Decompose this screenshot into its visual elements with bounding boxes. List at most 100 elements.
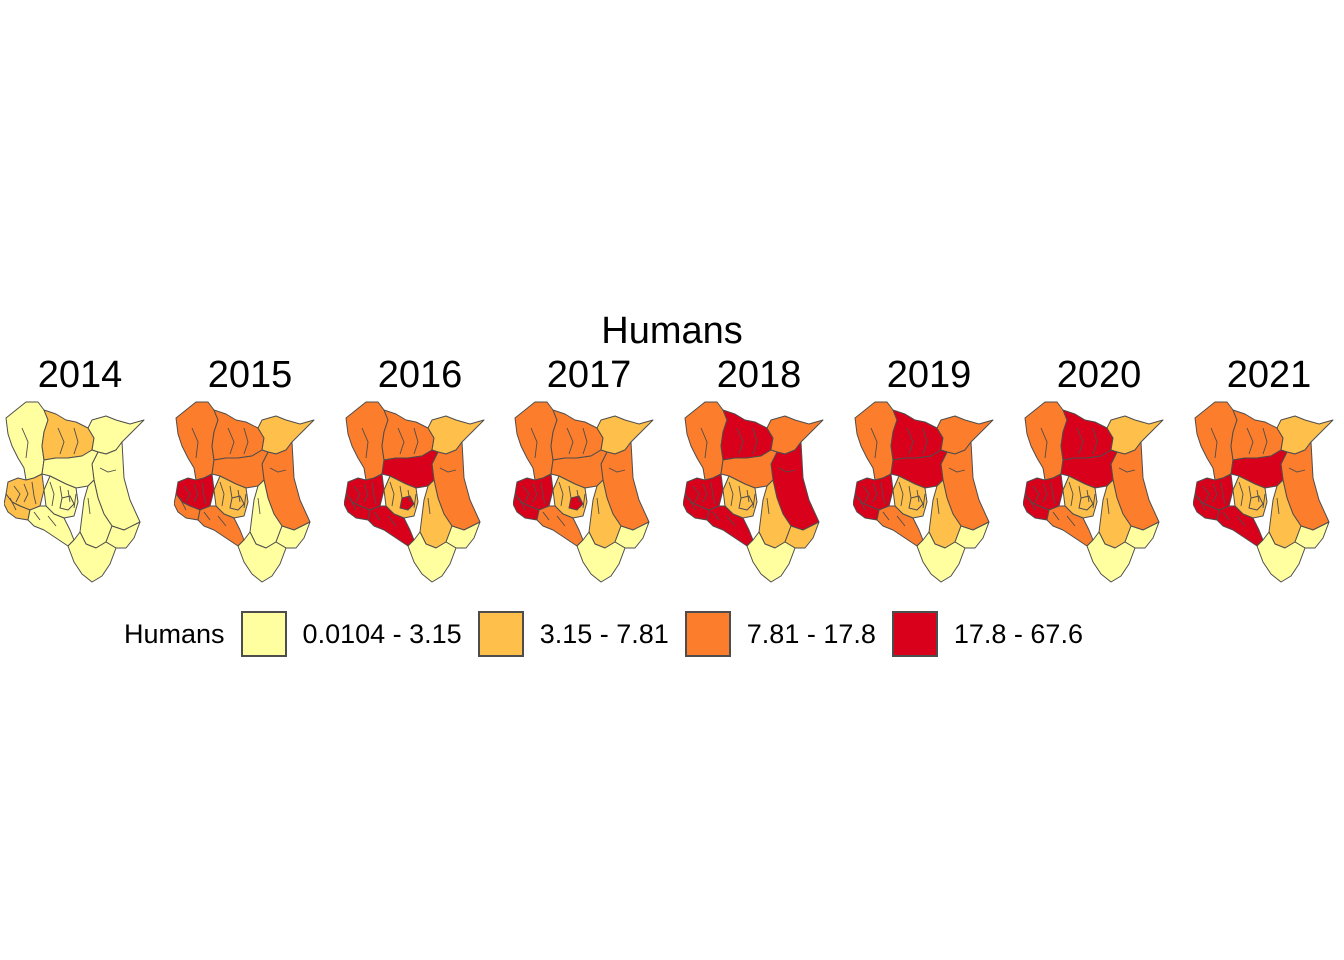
county-boundary <box>31 481 37 505</box>
county-region-ne <box>766 415 824 455</box>
county-boundary <box>1220 481 1226 505</box>
county-boundary <box>73 493 77 509</box>
county-boundary <box>1210 427 1218 459</box>
county-boundary <box>522 485 530 503</box>
county-region-sw <box>197 505 245 547</box>
county-boundary <box>862 485 870 503</box>
county-boundary <box>191 427 199 459</box>
county-region-coast_s <box>1256 531 1306 583</box>
county-boundary <box>1050 481 1056 505</box>
county-region-nw <box>514 401 558 481</box>
county-boundary <box>766 497 770 515</box>
county-boundary <box>778 467 796 473</box>
county-boundary <box>752 493 756 509</box>
legend-label: 0.0104 - 3.15 <box>302 618 462 649</box>
county-region-coast_s <box>746 531 796 583</box>
county-boundary <box>47 515 57 527</box>
county-boundary <box>1256 489 1260 503</box>
county-boundary <box>13 485 21 503</box>
county-boundary <box>1066 515 1076 527</box>
map-panel-2019: 2019 <box>849 352 1009 592</box>
county-boundary <box>1086 489 1090 503</box>
panel-year-label: 2017 <box>546 354 632 396</box>
kenya-county-map <box>1193 401 1334 583</box>
county-boundary <box>540 481 546 505</box>
county-boundary <box>407 489 411 503</box>
legend-swatch <box>891 611 938 657</box>
county-boundary <box>608 467 626 473</box>
county-boundary <box>1118 467 1136 473</box>
county-region-n <box>550 409 604 461</box>
county-boundary <box>227 427 235 455</box>
panel-year-label: 2019 <box>886 354 972 396</box>
county-boundary <box>688 497 696 511</box>
county-boundary <box>373 511 381 521</box>
legend-item: 0.0104 - 3.15 <box>240 611 462 657</box>
county-region-ne <box>936 415 994 455</box>
county-region-ne <box>257 415 315 455</box>
county-boundary <box>870 427 878 459</box>
county-boundary <box>1032 485 1040 503</box>
county-boundary <box>33 511 41 521</box>
county-boundary <box>746 489 750 503</box>
county-boundary <box>1068 481 1074 507</box>
map-panel-2015: 2015 <box>170 352 330 592</box>
county-boundary <box>582 493 586 509</box>
county-boundary <box>1246 427 1254 455</box>
county-region-coast_s <box>916 531 966 583</box>
county-boundary <box>582 427 588 455</box>
county-boundary <box>1222 511 1230 521</box>
kenya-county-map <box>1023 401 1164 583</box>
county-boundary <box>237 489 241 503</box>
county-boundary <box>1262 493 1266 509</box>
legend: Humans 0.0104 - 3.15 3.15 - 7.81 7.81 - … <box>124 608 1099 660</box>
county-boundary <box>542 511 550 521</box>
county-boundary <box>908 485 912 499</box>
county-boundary <box>568 485 572 499</box>
legend-item: 7.81 - 17.8 <box>684 611 876 657</box>
county-region-ne <box>1106 415 1164 455</box>
county-boundary <box>702 483 708 503</box>
county-boundary <box>922 493 926 509</box>
county-boundary <box>692 485 700 503</box>
county-region-ne <box>87 415 145 455</box>
map-panel-2016: 2016 <box>340 352 500 592</box>
county-boundary <box>243 493 247 509</box>
county-region-n <box>720 409 774 461</box>
county-boundary <box>219 481 225 507</box>
county-boundary <box>1238 481 1244 507</box>
county-boundary <box>387 515 397 527</box>
county-boundary <box>59 485 63 499</box>
county-boundary <box>566 427 574 455</box>
map-panel-2017: 2017 <box>509 352 669 592</box>
county-boundary <box>67 489 71 503</box>
county-region-sw <box>536 505 584 547</box>
county-boundary <box>898 481 904 507</box>
kenya-county-map <box>513 401 654 583</box>
county-boundary <box>217 515 227 527</box>
county-region-coast_s <box>237 531 287 583</box>
county-boundary <box>1040 427 1048 459</box>
county-boundary <box>532 483 538 503</box>
kenya-county-map <box>344 401 485 583</box>
county-boundary <box>916 489 920 503</box>
county-region-nw <box>1024 401 1068 481</box>
county-boundary <box>193 483 199 503</box>
county-boundary <box>363 483 369 503</box>
county-boundary <box>257 497 261 515</box>
county-boundary <box>1092 427 1098 455</box>
county-boundary <box>880 481 886 505</box>
kenya-county-map <box>853 401 994 583</box>
legend-item: 17.8 - 67.6 <box>891 611 1083 657</box>
county-boundary <box>243 427 249 455</box>
county-boundary <box>21 427 29 459</box>
county-boundary <box>9 497 17 511</box>
panel-year-label: 2020 <box>1056 354 1142 396</box>
legend-swatch <box>240 611 287 657</box>
legend-title: Humans <box>124 618 225 649</box>
county-region-coast_s <box>67 531 117 583</box>
county-boundary <box>518 497 526 511</box>
county-region-coast_s <box>1086 531 1136 583</box>
county-boundary <box>922 427 928 455</box>
county-region-n <box>1230 409 1284 461</box>
